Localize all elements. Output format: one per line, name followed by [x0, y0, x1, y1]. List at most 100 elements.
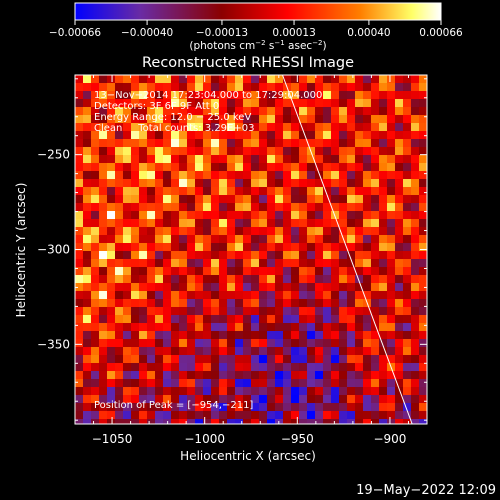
heatmap-cell: [139, 219, 148, 228]
heatmap-cell: [195, 355, 204, 364]
heatmap-cell: [323, 235, 332, 244]
heatmap-cell: [259, 291, 268, 300]
heatmap-cell: [195, 163, 204, 172]
heatmap-cell: [131, 147, 140, 156]
heatmap-cell: [99, 139, 108, 148]
heatmap-cell: [171, 235, 180, 244]
heatmap-cell: [243, 251, 252, 260]
heatmap-cell: [171, 283, 180, 292]
heatmap-cell: [83, 107, 92, 116]
heatmap-cell: [347, 347, 356, 356]
heatmap-cell: [235, 347, 244, 356]
heatmap-cell: [323, 347, 332, 356]
heatmap-cell: [379, 379, 388, 388]
footer-timestamp: 19−May−2022 12:09: [356, 483, 496, 498]
heatmap-cell: [395, 179, 404, 188]
heatmap-cell: [107, 115, 116, 124]
heatmap-cell: [355, 259, 364, 268]
heatmap-cell: [75, 243, 84, 252]
heatmap-cell: [83, 219, 92, 228]
heatmap-cell: [419, 315, 427, 324]
heatmap-cell: [219, 291, 228, 300]
heatmap-cell: [235, 307, 244, 316]
heatmap-cell: [139, 395, 148, 404]
heatmap-cell: [139, 195, 148, 204]
heatmap-cell: [235, 75, 244, 84]
heatmap-cell: [155, 355, 164, 364]
heatmap-cell: [115, 291, 124, 300]
heatmap-cell: [139, 363, 148, 372]
heatmap-cell: [115, 171, 124, 180]
heatmap-cell: [403, 283, 412, 292]
heatmap-cell: [155, 315, 164, 324]
heatmap-cell: [283, 267, 292, 276]
heatmap-cell: [99, 347, 108, 356]
heatmap-cell: [331, 115, 340, 124]
heatmap-cell: [147, 371, 156, 380]
heatmap-cell: [75, 419, 84, 424]
heatmap-cell: [187, 163, 196, 172]
heatmap-cell: [315, 107, 324, 116]
heatmap-cell: [123, 131, 132, 140]
heatmap-cell: [203, 195, 212, 204]
heatmap-cell: [363, 315, 372, 324]
heatmap-cell: [403, 379, 412, 388]
heatmap-cell: [75, 395, 84, 404]
heatmap-cell: [299, 259, 308, 268]
heatmap-cell: [235, 139, 244, 148]
heatmap-cell: [315, 187, 324, 196]
heatmap-cell: [283, 275, 292, 284]
heatmap-cell: [403, 411, 412, 420]
heatmap-cell: [371, 235, 380, 244]
heatmap-cell: [267, 315, 276, 324]
heatmap-cell: [99, 323, 108, 332]
heatmap-cell: [123, 235, 132, 244]
heatmap-cell: [299, 395, 308, 404]
heatmap-cell: [299, 211, 308, 220]
heatmap-cell: [395, 283, 404, 292]
heatmap-cell: [291, 219, 300, 228]
heatmap-cell: [299, 315, 308, 324]
heatmap-cell: [419, 251, 427, 260]
heatmap-cell: [155, 331, 164, 340]
heatmap-cell: [107, 323, 116, 332]
heatmap-cell: [243, 235, 252, 244]
heatmap-cell: [147, 283, 156, 292]
heatmap-cell: [91, 91, 100, 100]
heatmap-cell: [123, 283, 132, 292]
heatmap-cell: [179, 275, 188, 284]
heatmap-cell: [83, 203, 92, 212]
heatmap-cell: [243, 339, 252, 348]
heatmap-cell: [395, 251, 404, 260]
heatmap-cell: [403, 211, 412, 220]
heatmap-cell: [171, 347, 180, 356]
heatmap-cell: [123, 155, 132, 164]
heatmap-cell: [131, 323, 140, 332]
heatmap-cell: [283, 115, 292, 124]
heatmap-cell: [379, 203, 388, 212]
heatmap-cell: [411, 235, 420, 244]
heatmap-cell: [275, 339, 284, 348]
heatmap-cell: [139, 131, 148, 140]
heatmap-cell: [331, 139, 340, 148]
heatmap-cell: [131, 139, 140, 148]
heatmap-cell: [331, 83, 340, 92]
heatmap-cell: [171, 275, 180, 284]
heatmap-cell: [371, 363, 380, 372]
heatmap-cell: [83, 139, 92, 148]
heatmap-cell: [411, 251, 420, 260]
heatmap-cell: [331, 275, 340, 284]
colorbar-tick-label: 0.00040: [347, 27, 390, 39]
heatmap-cell: [275, 219, 284, 228]
x-tick-label: −900: [373, 432, 406, 446]
heatmap-cell: [211, 187, 220, 196]
colorbar-tick-label: 0.00013: [272, 27, 315, 39]
heatmap-cell: [323, 83, 332, 92]
heatmap-cell: [195, 323, 204, 332]
heatmap-cell: [227, 411, 236, 420]
heatmap-cell: [403, 259, 412, 268]
heatmap-cell: [403, 115, 412, 124]
heatmap-cell: [187, 179, 196, 188]
heatmap-cell: [235, 363, 244, 372]
heatmap-cell: [315, 283, 324, 292]
